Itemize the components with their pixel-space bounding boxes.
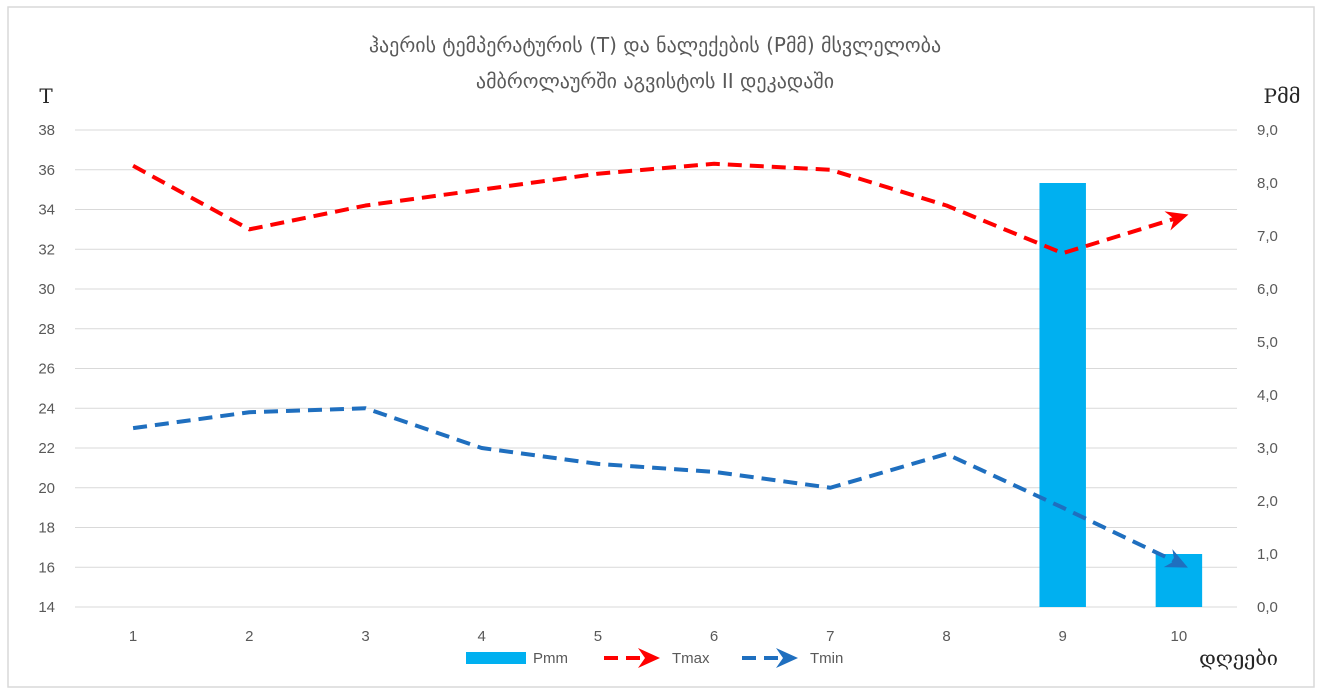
y-right-tick-label: 3,0 [1257,440,1278,457]
x-tick-label: 9 [1059,628,1067,645]
legend-swatch-pmm [466,652,526,664]
y-left-tick-label: 18 [38,520,55,537]
y-left-tick-label: 26 [38,361,55,378]
legend-label-tmin: Tmin [810,650,843,667]
x-tick-label: 8 [942,628,950,645]
x-tick-label: 1 [129,628,137,645]
x-tick-label: 2 [245,628,253,645]
lines-layer [132,161,1189,568]
chart-border [7,6,1315,688]
x-tick-label: 4 [478,628,486,645]
y-right-tick-label: 1,0 [1257,546,1278,563]
y-right-tick-label: 7,0 [1257,228,1278,245]
x-tick-label: 3 [361,628,369,645]
y-left-tick-label: 28 [38,321,55,338]
line-tmax-arrowhead [1164,211,1189,231]
y-axis-left-title: T [39,84,53,108]
y-right-tick-label: 8,0 [1257,175,1278,192]
legend-arrow-tmax [638,648,660,668]
y-left-tick-label: 36 [38,162,55,179]
y-right-tick-label: 4,0 [1257,387,1278,404]
legend-label-tmax: Tmax [672,650,710,667]
line-tmin [132,406,1180,566]
y-left-tick-label: 32 [38,241,55,258]
y-left-tick-label: 14 [38,599,55,616]
y-left-tick-label: 34 [38,202,55,219]
y-right-tick-label: 9,0 [1257,122,1278,139]
x-tick-label: 5 [594,628,602,645]
x-tick-label: 7 [826,628,834,645]
x-axis-title: დღეები [1199,646,1278,670]
legend-label-pmm: Pmm [533,650,568,667]
line-tmin-arrowhead [1163,549,1188,568]
x-tick-label: 10 [1171,628,1188,645]
y-left-tick-label: 30 [38,281,55,298]
x-tick-label: 6 [710,628,718,645]
chart-title-line-1: ჰაერის ტემპერატურის (T) და ნალექების (Pმ… [369,33,941,57]
y-right-tick-label: 5,0 [1257,334,1278,351]
line-tmax [132,161,1180,256]
legend-arrow-tmin [776,648,798,668]
y-left-tick-label: 24 [38,400,55,417]
bars-layer [1039,183,1203,607]
y-left-tick-label: 38 [38,122,55,139]
y-right-tick-label: 6,0 [1257,281,1278,298]
bar-pmm [1039,183,1086,607]
ticks-layer: 141618202224262830323436380,01,02,03,04,… [38,122,1278,645]
y-right-tick-label: 0,0 [1257,599,1278,616]
y-right-tick-label: 2,0 [1257,493,1278,510]
chart-title-line-2: ამბროლაურში აგვისტოს II დეკადაში [476,69,834,93]
y-left-tick-label: 20 [38,480,55,497]
legend: Pmm Tmax Tmin [466,648,843,668]
y-left-tick-label: 22 [38,440,55,457]
y-left-tick-label: 16 [38,559,55,576]
y-axis-right-title: Pმმ [1264,84,1301,108]
